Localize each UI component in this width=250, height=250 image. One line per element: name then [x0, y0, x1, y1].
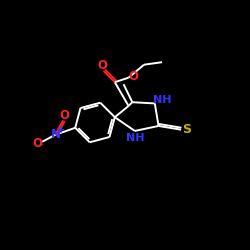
Text: NH: NH — [152, 96, 171, 106]
Text: N: N — [50, 128, 60, 141]
Text: O: O — [32, 136, 42, 149]
Text: +: + — [58, 125, 66, 135]
Text: O: O — [59, 109, 69, 122]
Text: O: O — [128, 70, 138, 83]
Text: S: S — [182, 123, 191, 136]
Text: O: O — [97, 60, 107, 72]
Text: NH: NH — [126, 134, 144, 143]
Text: ⁻: ⁻ — [38, 142, 44, 152]
